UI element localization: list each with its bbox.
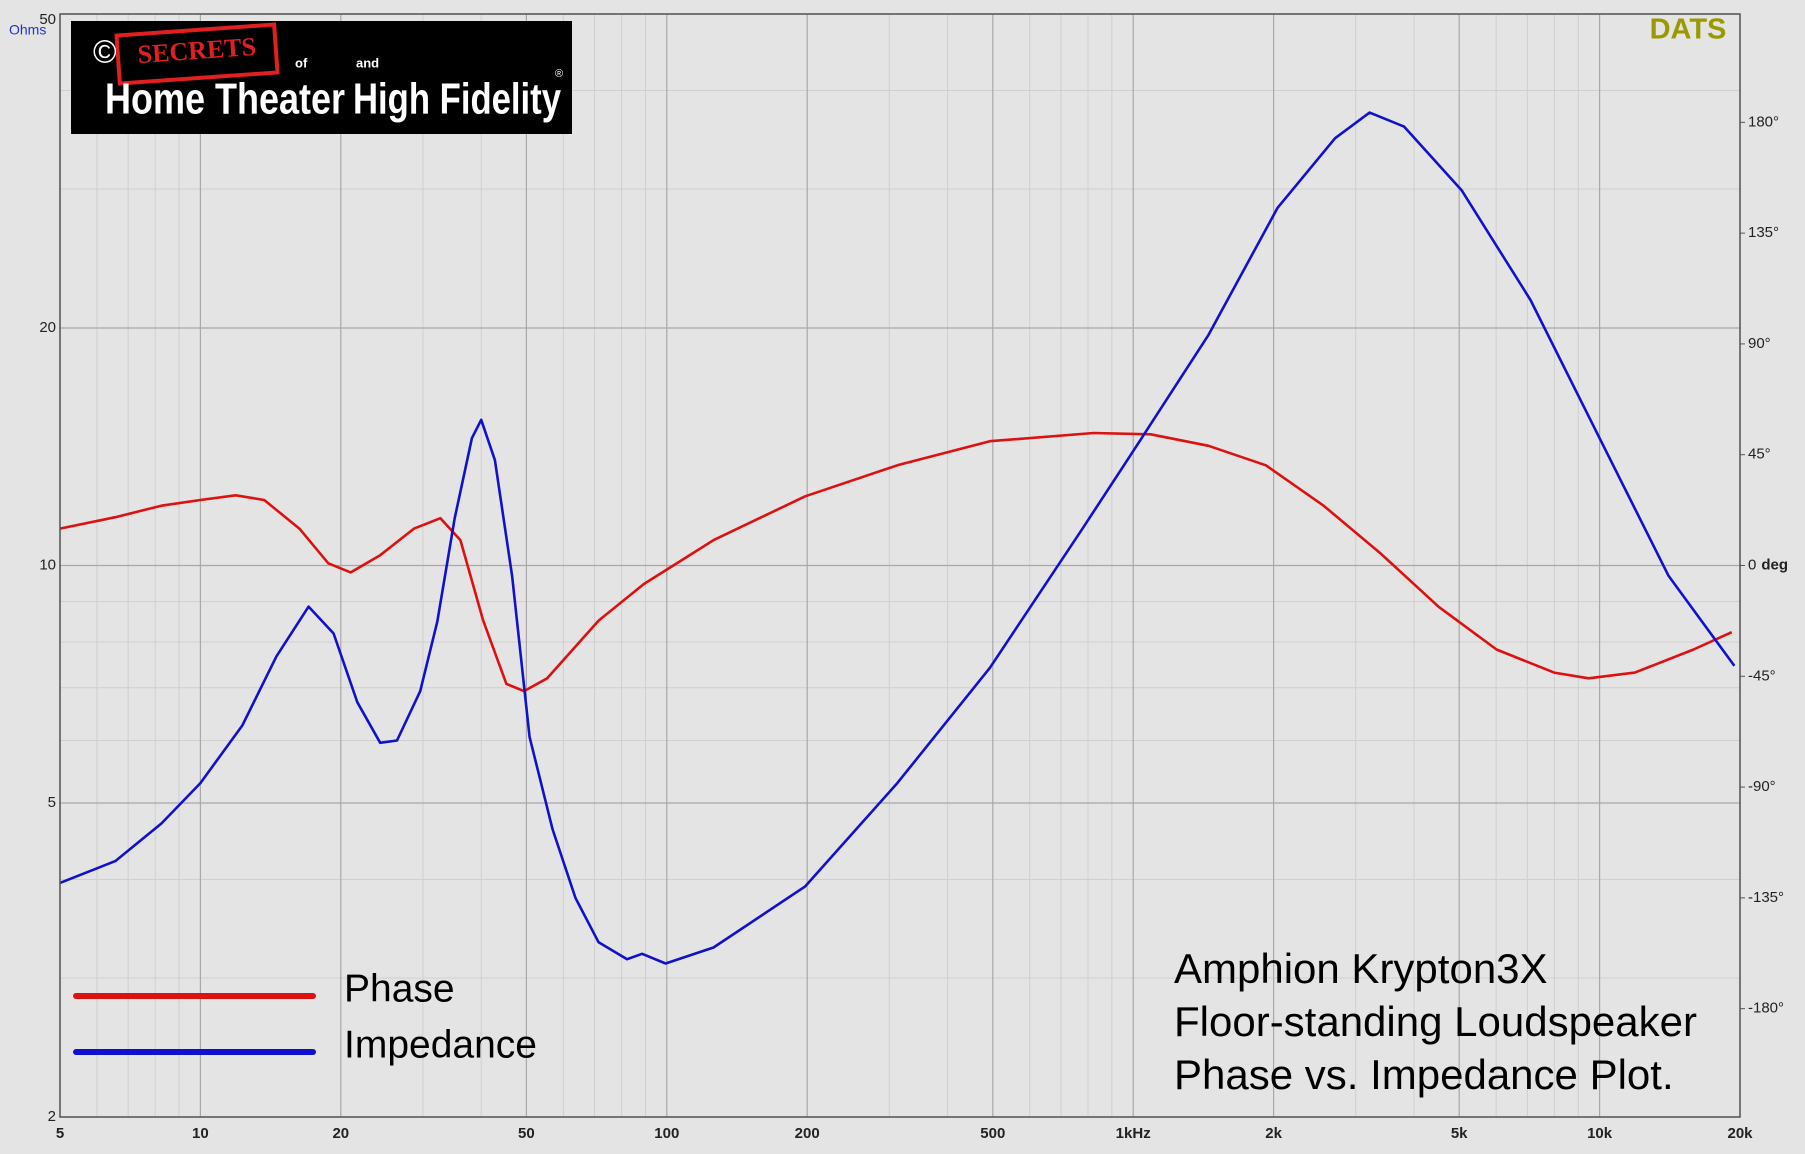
series-line (59, 111, 1736, 965)
x-tick-label: 10 (192, 1125, 209, 1142)
y2-tick-label: -90° (1748, 778, 1776, 795)
logo-home-theater: Home Theater (105, 75, 345, 124)
brand: DATS (1650, 14, 1727, 46)
legend-label: Phase (344, 967, 455, 1010)
x-tick-label: 20k (1727, 1125, 1753, 1142)
series-line (59, 431, 1733, 693)
y-tick-label: 10 (39, 556, 56, 573)
x-tick-label: 200 (795, 1125, 820, 1142)
x-tick-label: 500 (980, 1125, 1005, 1142)
logo-registered: ® (555, 68, 563, 80)
y2-tick-label: -135° (1748, 889, 1784, 906)
logo-stamp (114, 22, 280, 86)
y2-tick-label: 135° (1748, 224, 1779, 241)
plot-lines (59, 111, 1736, 965)
x-tick-label: 1kHz (1116, 1125, 1151, 1142)
y-tick-label: 20 (39, 319, 56, 336)
x-tick-label: 100 (654, 1125, 679, 1142)
y2-tick-label: 45° (1748, 446, 1771, 463)
y2-tick-label: 90° (1748, 335, 1771, 352)
x-tick-label: 50 (518, 1125, 535, 1142)
logo-and: and (356, 55, 379, 70)
legend-label: Impedance (344, 1023, 537, 1066)
y-tick-label: 2 (48, 1108, 56, 1125)
y-tick-label: 50 (39, 11, 56, 28)
logo-of: of (295, 55, 308, 70)
x-tick-label: 10k (1587, 1125, 1613, 1142)
x-tick-label: 5 (56, 1125, 64, 1142)
y-axis-label: Ohms (9, 22, 46, 38)
y2-tick-label: -45° (1748, 667, 1776, 684)
logo-high-fidelity: High Fidelity (353, 75, 561, 124)
y-tick-label: 5 (48, 794, 56, 811)
y2-tick-label: 0 (1748, 556, 1756, 573)
logo-copyright: © (93, 33, 117, 69)
x-tick-label: 2k (1265, 1125, 1282, 1142)
annotation: Floor-standing Loudspeaker (1174, 998, 1697, 1045)
x-tick-label: 5k (1451, 1125, 1468, 1142)
y2-tick-label: -180° (1748, 1000, 1784, 1017)
x-tick-label: 20 (332, 1125, 349, 1142)
annotation: Amphion Krypton3X (1174, 945, 1548, 992)
logo-box (71, 21, 572, 134)
y2-axis-label: deg (1761, 556, 1788, 573)
y2-tick-label: 180° (1748, 113, 1779, 130)
grid (59, 13, 1741, 1118)
annotation: Phase vs. Impedance Plot. (1174, 1051, 1674, 1098)
